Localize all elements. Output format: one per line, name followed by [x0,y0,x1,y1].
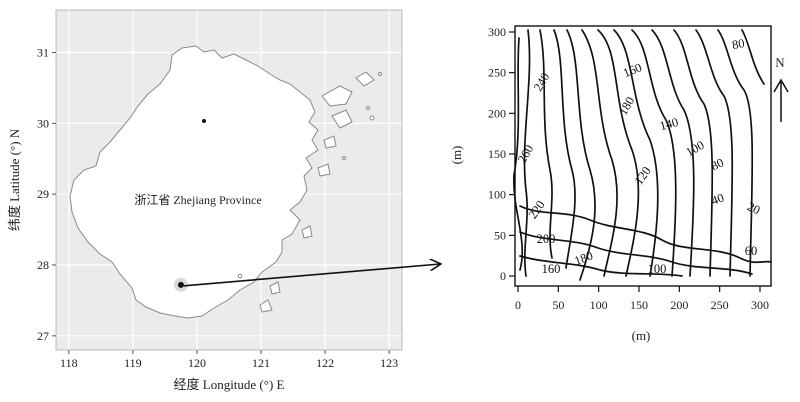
contour-line-110 [519,231,753,275]
contour-x-tick-label: 100 [590,298,608,312]
contour-label-160: 160 [621,60,644,80]
contour-label-60: 60 [745,244,758,258]
map-x-tick-label: 120 [188,356,206,370]
contour-y-tick-label: 50 [494,228,506,242]
study-site-marker [177,281,184,288]
contour-label-200: 200 [537,232,556,246]
contour-line-230 [553,29,576,269]
contour-y-tick-label: 250 [488,66,506,80]
coastal-islands [237,71,382,313]
contour-line-210 [581,29,618,277]
map-y-tick-label: 31 [37,46,49,60]
zhejiang-province-outline [69,45,319,319]
contour-y-tick-label: 300 [488,25,506,39]
contour-label-160-bottom: 160 [542,262,561,276]
contour-line-220 [566,29,596,281]
contour-line-170 [651,29,695,277]
contour-x-tick-label: 250 [711,298,729,312]
map-axis-ticks: 118 119 120 121 122 123 27 28 29 30 31 [37,46,398,371]
contour-x-axis-label: (m) [632,328,651,343]
contour-y-tick-label: 0 [500,269,506,283]
contour-line-120 [519,205,772,264]
contour-x-tick-label: 0 [515,298,521,312]
contour-label-20: 20 [745,199,762,217]
map-x-tick-label: 119 [124,356,142,370]
contour-line-250 [523,29,531,277]
contour-y-tick-label: 150 [488,147,506,161]
north-arrowhead-icon [773,78,789,93]
contour-y-axis-label: (m) [449,146,464,165]
contour-labels: 240 160 80 180 140 100 260 80 120 40 220… [515,36,763,276]
contour-label-80-mid: 80 [709,155,726,173]
contour-line-180 [631,29,677,277]
contour-label-180-bottom: 180 [572,248,594,268]
map-y-tick-label: 30 [37,116,49,130]
contour-x-tick-label: 200 [670,298,688,312]
contour-y-tick-label: 200 [488,106,506,120]
map-y-tick-label: 29 [37,187,49,201]
contour-label-140: 140 [658,115,680,133]
contour-x-tick-label: 300 [751,298,769,312]
contour-x-tick-label: 150 [630,298,648,312]
contour-plot: 240 160 80 180 140 100 260 80 120 40 220… [449,25,789,343]
map-x-axis-label: 经度 Longitude (°) E [174,377,285,392]
contour-line-160 [673,29,714,277]
map-x-tick-label: 122 [316,356,334,370]
north-arrow: N [773,55,789,122]
connector-arrow [183,264,440,287]
contour-line-260 [513,37,524,271]
contour-x-tick-label: 50 [552,298,564,312]
contour-lines [513,29,772,281]
map-x-tick-label: 123 [380,356,398,370]
map-panel-frame [55,9,403,351]
map-x-tick-label: 121 [252,356,270,370]
contour-line-240 [539,29,553,259]
province-label: 浙江省 Zhejiang Province [134,193,261,207]
lake-marker [202,119,206,123]
map-y-tick-label: 28 [37,258,49,272]
contour-plot-frame [514,25,772,287]
contour-label-100-bottom: 100 [648,262,667,276]
contour-line-100 [519,255,683,277]
contour-line-200 [597,29,640,277]
map-y-axis-label: 纬度 Latitude (°) N [7,128,22,231]
contour-label-40: 40 [709,191,726,208]
location-map: 118 119 120 121 122 123 27 28 29 30 31 浙江省 Zhejian… [7,9,403,392]
north-label: N [775,55,785,70]
contour-y-tick-label: 100 [488,188,506,202]
contour-line-130 [741,29,765,85]
contour-line-150 [695,29,734,277]
map-y-tick-label: 27 [37,329,49,343]
contour-axis-ticks: 0 50 100 150 200 250 300 0 50 100 150 200 250 300 [488,25,769,312]
contour-line-140 [717,29,754,277]
contour-label-80-top: 80 [731,36,746,52]
map-x-tick-label: 118 [60,356,78,370]
